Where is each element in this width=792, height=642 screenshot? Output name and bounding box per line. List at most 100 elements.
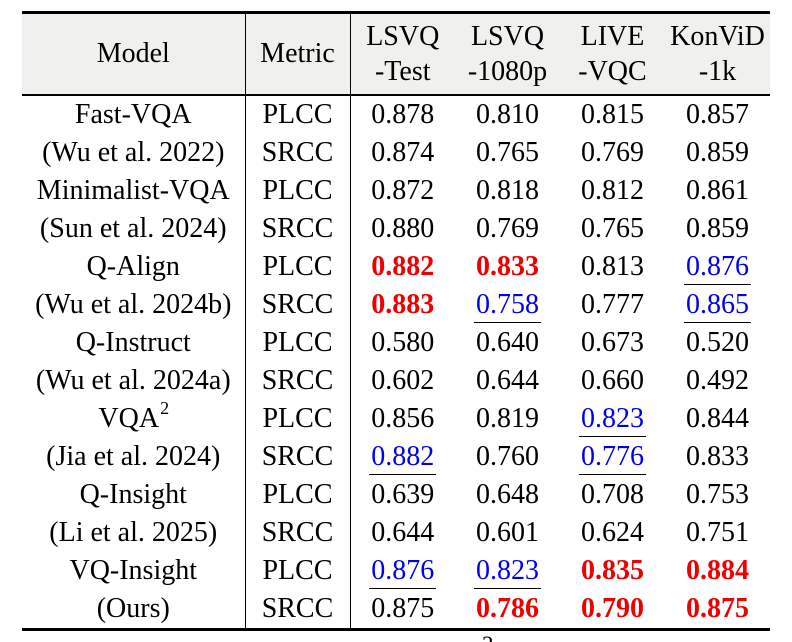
metric-label: PLCC bbox=[245, 400, 351, 438]
header-lsvq-1080p: LSVQ -1080p bbox=[455, 12, 560, 96]
score-cell: 0.708 bbox=[560, 476, 665, 514]
score-value: 0.601 bbox=[476, 517, 539, 548]
score-value: 0.644 bbox=[371, 517, 435, 548]
header-line: LSVQ bbox=[470, 21, 545, 52]
score-cell: 0.492 bbox=[665, 362, 770, 400]
score-value: 0.875 bbox=[686, 593, 749, 624]
score-cell: 0.884 bbox=[665, 552, 770, 590]
score-cell: 0.859 bbox=[665, 210, 770, 248]
score-value: 0.624 bbox=[581, 517, 644, 548]
score-value: 0.844 bbox=[686, 403, 749, 434]
header-line: -1k bbox=[698, 56, 737, 87]
score-cell: 0.769 bbox=[560, 134, 665, 172]
score-cell: 0.833 bbox=[455, 248, 560, 286]
score-cell: 0.844 bbox=[665, 400, 770, 438]
score-cell: 0.640 bbox=[455, 324, 560, 362]
score-cell: 0.813 bbox=[560, 248, 665, 286]
model-name: Q-Insight bbox=[22, 476, 246, 514]
score-value: 0.857 bbox=[686, 99, 749, 130]
score-cell: 0.882 bbox=[350, 248, 455, 286]
table-row: (Wu et al. 2024a) SRCC 0.602 0.644 0.660… bbox=[22, 362, 770, 400]
score-cell: 0.856 bbox=[350, 400, 455, 438]
score-value: 0.751 bbox=[686, 517, 749, 548]
table-row: Minimalist-VQA PLCC 0.872 0.818 0.812 0.… bbox=[22, 172, 770, 210]
score-value: 0.602 bbox=[371, 365, 435, 396]
score-value: 0.812 bbox=[581, 175, 644, 206]
table-row: Q-Align PLCC 0.882 0.833 0.813 0.876 bbox=[22, 248, 770, 286]
score-value: 0.882 bbox=[369, 442, 437, 475]
score-value: 0.753 bbox=[686, 479, 749, 510]
metric-label: SRCC bbox=[245, 438, 351, 476]
score-cell: 0.765 bbox=[560, 210, 665, 248]
score-value: 0.878 bbox=[371, 99, 435, 130]
score-cell: 0.751 bbox=[665, 514, 770, 552]
score-value: 0.708 bbox=[581, 479, 644, 510]
score-value: 0.765 bbox=[581, 213, 644, 244]
score-value: 0.777 bbox=[581, 289, 644, 320]
table-row: (Wu et al. 2022) SRCC 0.874 0.765 0.769 … bbox=[22, 134, 770, 172]
score-value: 0.810 bbox=[476, 99, 539, 130]
table-row: (Jia et al. 2024) SRCC 0.882 0.760 0.776… bbox=[22, 438, 770, 476]
score-value: 0.883 bbox=[371, 289, 435, 320]
score-cell: 0.833 bbox=[665, 438, 770, 476]
score-value: 0.819 bbox=[476, 403, 539, 434]
score-cell: 0.760 bbox=[455, 438, 560, 476]
score-value: 0.876 bbox=[369, 556, 437, 589]
score-cell: 0.823 bbox=[455, 552, 560, 590]
score-cell: 0.835 bbox=[560, 552, 665, 590]
score-cell: 0.812 bbox=[560, 172, 665, 210]
score-value: 0.639 bbox=[371, 479, 435, 510]
score-cell: 0.878 bbox=[350, 95, 455, 134]
score-cell: 0.810 bbox=[455, 95, 560, 134]
score-value: 0.875 bbox=[371, 593, 435, 624]
table-row: VQ-Insight PLCC 0.876 0.823 0.835 0.884 bbox=[22, 552, 770, 590]
score-value: 0.865 bbox=[684, 290, 751, 323]
score-cell: 0.601 bbox=[455, 514, 560, 552]
model-name: VQA2 bbox=[22, 399, 246, 438]
score-value: 0.833 bbox=[686, 441, 749, 472]
score-cell: 0.876 bbox=[350, 552, 455, 590]
score-value: 0.769 bbox=[476, 213, 539, 244]
metric-label: SRCC bbox=[245, 514, 351, 552]
metric-label: PLCC bbox=[245, 95, 351, 134]
score-value: 0.876 bbox=[684, 252, 751, 285]
score-cell: 0.602 bbox=[350, 362, 455, 400]
model-citation: (Wu et al. 2022) bbox=[22, 134, 246, 172]
score-cell: 0.758 bbox=[455, 286, 560, 324]
score-cell: 0.859 bbox=[665, 134, 770, 172]
score-cell: 0.823 bbox=[560, 400, 665, 438]
score-value: 0.818 bbox=[476, 175, 539, 206]
table-row: (Sun et al. 2024) SRCC 0.880 0.769 0.765… bbox=[22, 210, 770, 248]
header-metric: Metric bbox=[245, 12, 351, 96]
score-cell: 0.776 bbox=[560, 438, 665, 476]
metric-label: SRCC bbox=[245, 286, 351, 324]
header-line: LSVQ bbox=[366, 21, 440, 52]
score-cell: 0.883 bbox=[350, 286, 455, 324]
header-konvid-1k: KonViD -1k bbox=[665, 12, 770, 96]
metric-label: SRCC bbox=[245, 210, 351, 248]
model-citation: (Li et al. 2025) bbox=[22, 514, 246, 552]
header-row: Model Metric LSVQ -Test LSVQ -1080p LIVE… bbox=[22, 12, 770, 96]
score-cell: 0.880 bbox=[350, 210, 455, 248]
score-cell: 0.580 bbox=[350, 324, 455, 362]
score-cell: 0.520 bbox=[665, 324, 770, 362]
table-row: Q-Instruct PLCC 0.580 0.640 0.673 0.520 bbox=[22, 324, 770, 362]
score-value: 0.861 bbox=[686, 175, 749, 206]
score-value: 0.769 bbox=[581, 137, 644, 168]
header-line: -1080p bbox=[467, 56, 548, 87]
score-value: 0.823 bbox=[579, 404, 646, 437]
model-name: Q-Align bbox=[22, 248, 246, 286]
score-cell: 0.819 bbox=[455, 400, 560, 438]
score-value: 0.648 bbox=[476, 479, 539, 510]
table-row: VQA2 PLCC 0.856 0.819 0.823 0.844 bbox=[22, 399, 770, 438]
model-name: Fast-VQA bbox=[22, 95, 246, 134]
model-base: VQA bbox=[98, 403, 160, 434]
model-citation: (Jia et al. 2024) bbox=[22, 438, 246, 476]
header-lsvq-test: LSVQ -Test bbox=[350, 12, 455, 96]
score-value: 0.660 bbox=[581, 365, 644, 396]
model-name: Q-Instruct bbox=[22, 324, 246, 362]
score-value: 0.882 bbox=[371, 251, 435, 282]
metric-label: PLCC bbox=[245, 476, 351, 514]
score-cell: 0.815 bbox=[560, 95, 665, 134]
model-name: Minimalist-VQA bbox=[22, 172, 246, 210]
